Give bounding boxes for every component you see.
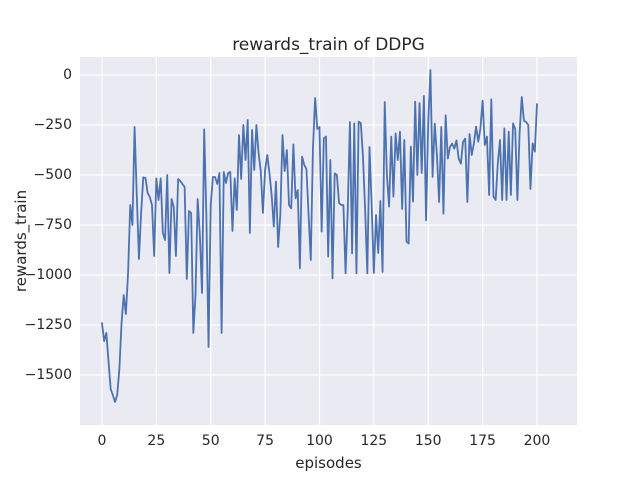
chart-title: rewards_train of DDPG — [232, 35, 425, 55]
y-gridlines — [80, 74, 577, 376]
x-tick-label: 150 — [414, 433, 442, 449]
y-tick-label: −1250 — [24, 317, 72, 333]
x-tick-label: 125 — [360, 433, 388, 449]
y-tick-label: −1500 — [24, 367, 72, 383]
x-tick-label: 50 — [201, 433, 220, 449]
x-axis-label: episodes — [295, 454, 362, 472]
y-tick-label: 0 — [63, 67, 72, 83]
data-line — [101, 69, 538, 403]
rewards-train-line-series — [101, 69, 538, 403]
y-tick-label: −500 — [33, 167, 72, 183]
x-tick-label: 100 — [306, 433, 333, 449]
x-tick-label: 175 — [469, 433, 496, 449]
y-tick-label: −1000 — [24, 267, 72, 283]
y-tick-label: −750 — [33, 217, 72, 233]
x-tick-label: 0 — [97, 433, 107, 449]
x-tick-label: 25 — [147, 433, 166, 449]
x-tick-label: 200 — [523, 433, 551, 449]
y-tick-label: −250 — [33, 117, 72, 133]
x-tick-label: 75 — [256, 433, 275, 449]
